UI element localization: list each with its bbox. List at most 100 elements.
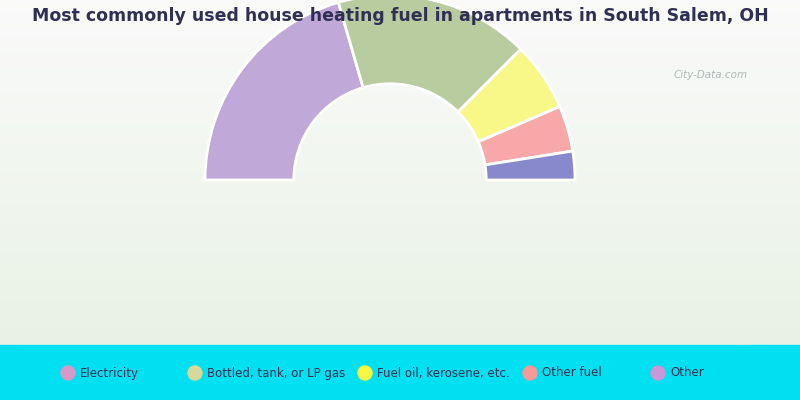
Bar <box>0 216 800 220</box>
Bar <box>714 0 721 345</box>
Bar <box>0 349 800 353</box>
Bar <box>0 356 800 360</box>
Bar <box>640 0 648 345</box>
Bar <box>0 222 800 227</box>
Bar <box>674 0 681 345</box>
Bar <box>0 159 800 163</box>
Bar <box>760 0 768 345</box>
Bar <box>0 129 800 133</box>
Bar <box>386 0 394 345</box>
Bar <box>0 369 800 373</box>
Bar <box>460 0 468 345</box>
Text: Most commonly used house heating fuel in apartments in South Salem, OH: Most commonly used house heating fuel in… <box>32 7 768 25</box>
Bar <box>0 329 800 333</box>
Circle shape <box>61 366 75 380</box>
Bar <box>574 0 581 345</box>
Bar <box>0 242 800 247</box>
Bar <box>240 0 248 345</box>
Wedge shape <box>458 49 560 142</box>
Bar <box>554 0 561 345</box>
Bar <box>566 0 574 345</box>
Bar <box>0 266 800 270</box>
Bar <box>0 206 800 210</box>
Bar <box>0 166 800 170</box>
Bar <box>0 29 800 33</box>
Bar <box>0 289 800 293</box>
Bar <box>0 322 800 327</box>
Bar <box>0 62 800 67</box>
Bar <box>520 0 528 345</box>
Bar <box>440 0 448 345</box>
Bar <box>0 236 800 240</box>
Bar <box>346 0 354 345</box>
Bar <box>300 0 308 345</box>
Bar <box>320 0 328 345</box>
Circle shape <box>651 366 665 380</box>
Bar <box>0 259 800 263</box>
Bar <box>174 0 181 345</box>
Bar <box>354 0 361 345</box>
Text: Other: Other <box>670 366 704 380</box>
Bar <box>0 209 800 213</box>
Bar <box>0 69 800 73</box>
Bar <box>706 0 714 345</box>
Bar <box>466 0 474 345</box>
Bar <box>0 26 800 30</box>
Bar <box>0 52 800 57</box>
Bar <box>274 0 281 345</box>
Bar <box>314 0 321 345</box>
Bar <box>380 0 388 345</box>
Bar <box>534 0 541 345</box>
Bar <box>94 0 101 345</box>
Bar <box>620 0 628 345</box>
Bar <box>0 12 800 17</box>
Bar <box>0 46 800 50</box>
Bar <box>14 0 21 345</box>
Bar <box>614 0 621 345</box>
Bar <box>0 299 800 303</box>
Bar <box>0 66 800 70</box>
Bar <box>0 16 800 20</box>
Bar <box>0 122 800 127</box>
Bar <box>446 0 454 345</box>
Bar <box>586 0 594 345</box>
Bar <box>0 136 800 140</box>
Bar <box>0 142 800 147</box>
Bar <box>26 0 34 345</box>
Bar <box>0 0 8 345</box>
Bar <box>220 0 228 345</box>
Circle shape <box>188 366 202 380</box>
Bar <box>720 0 728 345</box>
Bar <box>0 396 800 400</box>
Bar <box>360 0 368 345</box>
Bar <box>0 146 800 150</box>
Bar <box>0 162 800 167</box>
Bar <box>0 326 800 330</box>
Bar <box>0 132 800 137</box>
Bar <box>340 0 348 345</box>
Bar <box>0 342 800 347</box>
Bar <box>0 362 800 367</box>
Bar <box>0 169 800 173</box>
Bar <box>606 0 614 345</box>
Bar <box>0 292 800 297</box>
Bar <box>0 156 800 160</box>
Bar <box>146 0 154 345</box>
Bar <box>0 239 800 243</box>
Bar <box>0 79 800 83</box>
Bar <box>226 0 234 345</box>
Bar <box>154 0 161 345</box>
Bar <box>0 96 800 100</box>
Bar <box>0 119 800 123</box>
Bar <box>254 0 261 345</box>
Bar <box>0 312 800 317</box>
Bar <box>0 82 800 87</box>
Bar <box>66 0 74 345</box>
Bar <box>0 372 800 377</box>
Bar <box>0 306 800 310</box>
Bar <box>0 112 800 117</box>
Bar <box>580 0 588 345</box>
Wedge shape <box>338 0 521 112</box>
Bar <box>0 89 800 93</box>
Bar <box>160 0 168 345</box>
